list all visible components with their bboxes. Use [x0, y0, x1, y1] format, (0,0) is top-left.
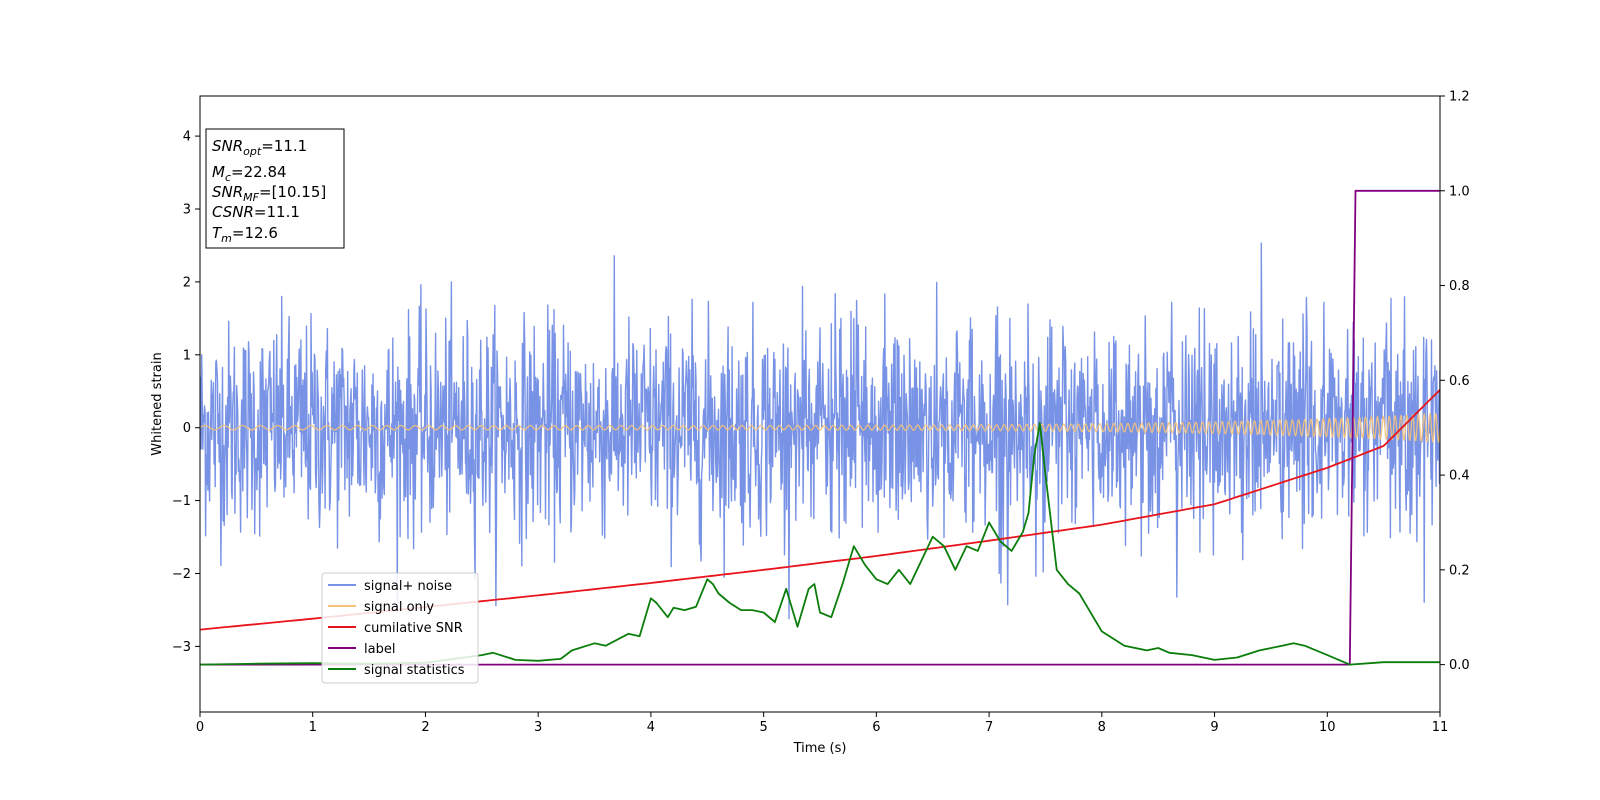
annotation-frame: [205, 128, 345, 249]
y2-tick-label: 0.2: [1449, 563, 1470, 578]
annotation-snr-opt: SNRopt=11.1: [212, 137, 307, 158]
y2-tick-label: 0.4: [1449, 469, 1470, 484]
y2-tick-label: 0.0: [1449, 658, 1470, 673]
legend-label-signal: signal only: [364, 600, 434, 615]
series-line-signal-statistics: [200, 422, 1440, 666]
x-tick-label: 10: [1319, 720, 1336, 735]
legend-label-noise: signal+ noise: [364, 579, 452, 594]
x-tick-label: 2: [421, 720, 429, 735]
y-tick-label: −1: [172, 494, 191, 509]
series-line-signal-only: [200, 412, 1440, 443]
x-tick-label: 6: [872, 720, 880, 735]
x-tick-label: 0: [196, 720, 204, 735]
y-axis-label: Whitened strain: [150, 352, 165, 455]
legend: signal+ noise signal only cumilative SNR…: [321, 572, 479, 684]
legend-label-snr: cumilative SNR: [364, 621, 463, 636]
x-tick-label: 5: [759, 720, 767, 735]
x-tick-label: 9: [1210, 720, 1218, 735]
y-tick-label: 3: [183, 202, 191, 217]
annotation-tm: Tm=12.6: [212, 224, 278, 245]
y-tick-label: −3: [172, 640, 191, 655]
annotation-box: SNRopt=11.1 Mc=22.84 SNRMF=[10.15] CSNR=…: [205, 128, 345, 249]
annotation-snr-mf: SNRMF=[10.15]: [212, 183, 326, 204]
x-tick-label: 4: [647, 720, 655, 735]
y2-tick-label: 1.2: [1449, 90, 1470, 105]
legend-label-stats: signal statistics: [364, 663, 465, 678]
legend-label-label: label: [364, 642, 395, 657]
legend-frame: [321, 572, 479, 684]
series-line-label: [200, 189, 1440, 666]
axes-layer: 0 1 2 3 4 5 6 7 8 9 10 11 −3 −2 −1 0 1 2 3 4 0.0 0.2 0.4 0.6 0.8…: [172, 90, 1470, 736]
y2-tick-label: 0.8: [1449, 279, 1470, 294]
x-tick-label: 3: [534, 720, 542, 735]
x-tick-label: 1: [309, 720, 317, 735]
y-tick-label: 4: [183, 130, 191, 145]
annotation-csnr: CSNR=11.1: [212, 203, 300, 221]
y-tick-label: 1: [183, 348, 191, 363]
series-line-signal-noise: [200, 242, 1440, 620]
x-tick-label: 11: [1432, 720, 1449, 735]
plot-frame: [199, 95, 1441, 713]
annotation-chirp-mass: Mc=22.84: [212, 163, 287, 184]
y-tick-label: 0: [183, 421, 191, 436]
x-axis-label: Time (s): [793, 741, 847, 756]
y2-tick-label: 0.6: [1449, 374, 1470, 389]
x-tick-label: 7: [985, 720, 993, 735]
y2-tick-label: 1.0: [1449, 184, 1470, 199]
y-tick-label: −2: [172, 567, 191, 582]
y-tick-label: 2: [183, 275, 191, 290]
x-tick-label: 8: [1098, 720, 1106, 735]
